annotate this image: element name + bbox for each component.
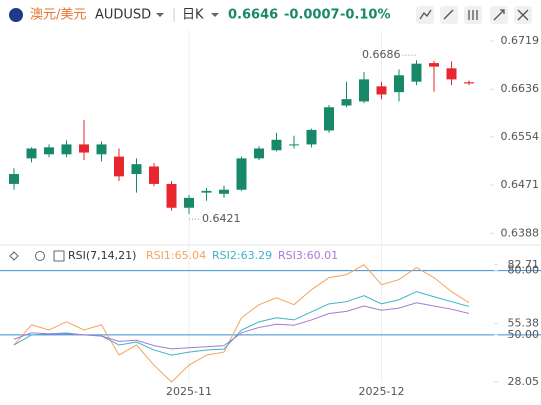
candle-body — [201, 190, 212, 193]
rsi-line — [13, 264, 470, 383]
max-annotation: 0.6686 — [362, 48, 401, 61]
header: 澳元/美元 AUDUSD 日K 0.6646 -0.0007 -0.10% — [9, 6, 532, 24]
candle-body — [464, 82, 474, 84]
min-annotation: 0.6421 — [202, 212, 241, 225]
period[interactable]: 日K — [182, 8, 204, 23]
legend-entry: RSI2:63.29 — [212, 249, 272, 262]
candle-body — [254, 148, 264, 159]
tool-icon — [468, 10, 478, 20]
candle-body — [341, 99, 352, 106]
price: 0.6646 — [228, 8, 278, 23]
candle-body — [149, 166, 159, 184]
tool-icon — [419, 9, 432, 20]
tool-icon — [517, 9, 529, 21]
tool-icon — [443, 9, 454, 20]
indicator-icon[interactable] — [53, 250, 65, 262]
y-tick-label: 0.6388 — [501, 226, 540, 239]
y-tick-label: 80.00 — [508, 264, 540, 277]
change: -0.0007 — [284, 8, 340, 23]
settings-icon[interactable] — [35, 251, 45, 261]
candle-body — [26, 148, 37, 159]
legend-entry: RSI1:65.04 — [146, 249, 206, 262]
candle-body — [166, 183, 177, 208]
candle-body — [306, 129, 317, 145]
y-tick-label: 0.6636 — [501, 82, 540, 95]
candle-body — [359, 79, 369, 102]
dropdown-arrow[interactable] — [211, 13, 219, 17]
candle-body — [324, 107, 334, 131]
candle-body — [9, 174, 19, 184]
candle-body — [184, 197, 194, 208]
flag-icon[interactable] — [9, 8, 23, 22]
tool-button[interactable] — [416, 6, 434, 24]
y-tick-label: 0.6471 — [501, 178, 540, 191]
symbol-code[interactable]: AUDUSD — [95, 8, 151, 23]
y-tick-label: 0.6719 — [501, 34, 540, 47]
hide-icon[interactable] — [9, 251, 19, 261]
candle-body — [219, 189, 229, 194]
candle-body — [131, 164, 142, 175]
tool-button[interactable] — [440, 6, 458, 24]
rsi-line — [13, 302, 470, 350]
y-tick-label: 0.6554 — [501, 130, 540, 143]
candle-body — [289, 144, 299, 146]
candle-body — [96, 144, 107, 155]
rsi-title: RSI(7,14,21) — [68, 249, 136, 262]
symbol-name[interactable]: 澳元/美元 — [30, 7, 86, 23]
candle-body — [236, 158, 247, 190]
candle-body — [79, 144, 89, 153]
y-tick-label: 82.71 — [508, 258, 540, 271]
y-tick-label: 55.38 — [508, 316, 540, 329]
x-tick-label: 2025-12 — [359, 385, 405, 398]
candle-body — [429, 63, 439, 67]
tool-icon — [493, 9, 505, 21]
y-tick-label: 50.00 — [508, 328, 540, 341]
x-tick-label: 2025-11 — [166, 385, 212, 398]
candle-body — [446, 68, 457, 80]
candle-body — [411, 63, 422, 82]
candle-body — [271, 139, 282, 151]
dropdown-arrow[interactable] — [156, 13, 164, 17]
rsi-header: RSI(7,14,21) — [9, 249, 136, 262]
change-pct: -0.10% — [340, 8, 391, 23]
candle-body — [114, 156, 124, 177]
y-tick-label: 28.05 — [508, 375, 540, 388]
candle-body — [376, 86, 387, 95]
candle-body — [44, 147, 54, 155]
candle-body — [61, 144, 72, 155]
candle-body — [394, 75, 404, 93]
legend-entry: RSI3:60.01 — [278, 249, 338, 262]
